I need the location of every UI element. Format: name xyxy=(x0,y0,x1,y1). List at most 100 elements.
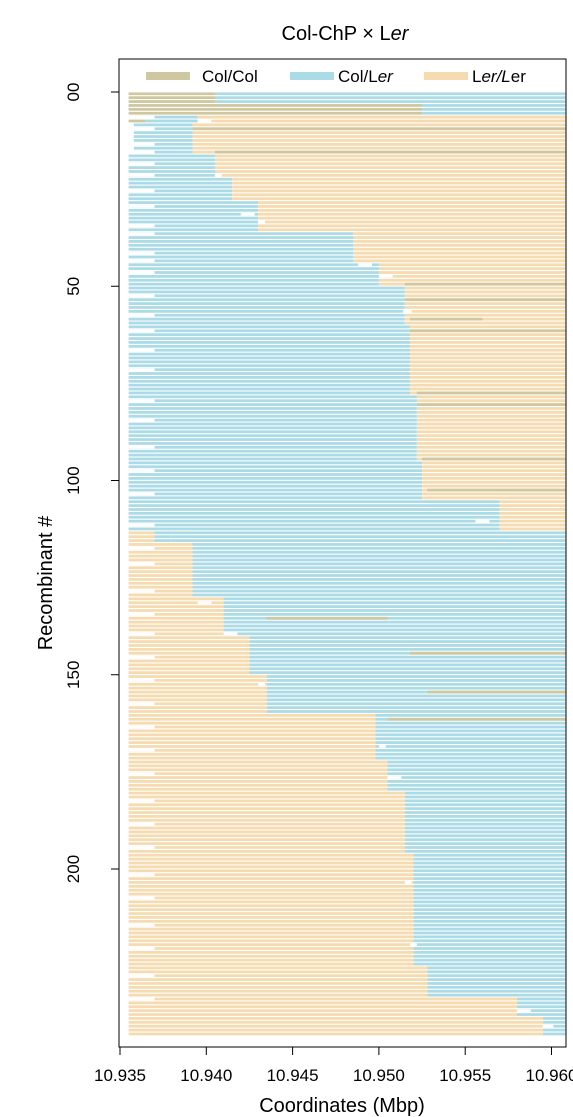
segment-LerLer xyxy=(128,1017,543,1020)
segment-colLer xyxy=(375,756,566,760)
segment-colLer xyxy=(542,1024,566,1028)
segment-LerLer xyxy=(154,745,376,748)
segment-LerLer xyxy=(128,900,155,904)
segment-colLer xyxy=(154,337,410,340)
segment-colLer xyxy=(128,484,155,488)
segment-colLer xyxy=(375,752,566,756)
segment-colLer xyxy=(387,780,566,783)
segment-LerLer xyxy=(128,640,155,643)
segment-colLer xyxy=(128,333,155,337)
segment-LerLer xyxy=(128,706,155,710)
segment-LerLer xyxy=(154,1013,517,1016)
segment-colcol xyxy=(409,329,566,333)
legend-swatch-colLer xyxy=(290,72,334,80)
segment-LerLer xyxy=(499,500,566,504)
segment-colLer xyxy=(404,826,566,830)
segment-colLer xyxy=(133,146,155,150)
segment-LerLer xyxy=(128,962,155,966)
segment-gap xyxy=(197,119,212,123)
segment-colLer xyxy=(154,383,410,387)
segment-LerLer xyxy=(154,655,250,659)
segment-LerLer xyxy=(409,383,566,387)
segment-colLer xyxy=(266,710,566,713)
segment-colLer xyxy=(154,426,417,430)
segment-colLer xyxy=(192,589,566,593)
segment-LerLer xyxy=(192,139,566,142)
segment-colLer xyxy=(128,372,155,375)
segment-colLer xyxy=(266,675,566,678)
segment-LerLer xyxy=(128,733,155,737)
segment-colLer xyxy=(128,496,155,500)
segment-LerLer xyxy=(128,620,155,624)
segment-LerLer xyxy=(154,919,414,923)
segment-gap xyxy=(128,546,155,550)
segment-colLer xyxy=(128,158,155,162)
segment-LerLer xyxy=(154,947,414,950)
segment-colLer xyxy=(413,954,566,958)
segment-colLer xyxy=(154,251,354,255)
y-tick-label: 150 xyxy=(64,661,83,689)
segment-colLer xyxy=(387,776,566,779)
segment-LerLer xyxy=(128,581,155,585)
segment-LerLer xyxy=(128,838,155,842)
segment-LerLer xyxy=(128,741,155,744)
segment-LerLer xyxy=(128,950,155,954)
segment-LerLer xyxy=(154,679,267,682)
segment-LerLer xyxy=(154,853,414,857)
segment-LerLer xyxy=(154,706,267,710)
segment-LerLer xyxy=(128,756,155,760)
segment-colLer xyxy=(128,267,155,270)
segment-colLer xyxy=(249,671,566,675)
segment-LerLer xyxy=(409,356,566,360)
genotype-bars xyxy=(128,92,566,1036)
segment-LerLer xyxy=(422,461,566,465)
segment-colLer xyxy=(427,978,566,981)
segment-LerLer xyxy=(154,710,267,713)
segment-LerLer xyxy=(258,216,566,220)
segment-colLer xyxy=(128,228,155,232)
segment-colLer xyxy=(128,391,155,395)
segment-gap xyxy=(128,127,155,131)
y-tick-label: 200 xyxy=(64,855,83,883)
segment-LerLer xyxy=(416,422,566,426)
segment-LerLer xyxy=(128,721,155,725)
segment-LerLer xyxy=(154,892,414,896)
segment-LerLer xyxy=(154,950,414,954)
segment-LerLer xyxy=(128,651,155,655)
segment-colLer xyxy=(128,500,155,504)
segment-colLer xyxy=(516,997,566,1001)
segment-colLer xyxy=(154,142,193,146)
segment-LerLer xyxy=(232,193,566,197)
segment-colLer xyxy=(145,119,198,123)
segment-LerLer xyxy=(128,574,155,577)
segment-colLer xyxy=(154,170,215,173)
segment-LerLer xyxy=(128,927,155,931)
segment-colLer xyxy=(154,461,423,465)
segment-colLer xyxy=(128,453,155,457)
segment-LerLer xyxy=(154,877,414,880)
segment-gap xyxy=(214,173,222,177)
segment-LerLer xyxy=(128,566,155,570)
segment-colLer xyxy=(154,500,500,504)
segment-gap xyxy=(542,1024,554,1028)
segment-colLer xyxy=(404,830,566,834)
segment-LerLer xyxy=(154,822,405,826)
segment-LerLer xyxy=(128,729,155,733)
segment-LerLer xyxy=(128,554,155,558)
segment-colLer xyxy=(154,515,500,519)
segment-colLer xyxy=(154,177,233,181)
segment-colLer xyxy=(128,154,155,158)
segment-LerLer xyxy=(232,197,566,201)
segment-colLer xyxy=(427,966,566,970)
segment-gap xyxy=(378,275,393,278)
segment-colcol xyxy=(404,282,566,286)
segment-colLer xyxy=(223,605,566,608)
segment-LerLer xyxy=(192,142,566,146)
segment-colLer xyxy=(413,853,566,857)
segment-LerLer xyxy=(128,593,155,597)
segment-colLer xyxy=(404,815,566,818)
segment-colLer xyxy=(128,201,155,204)
segment-colLer xyxy=(154,445,417,449)
segment-colLer xyxy=(133,131,155,135)
segment-colLer xyxy=(192,566,566,570)
